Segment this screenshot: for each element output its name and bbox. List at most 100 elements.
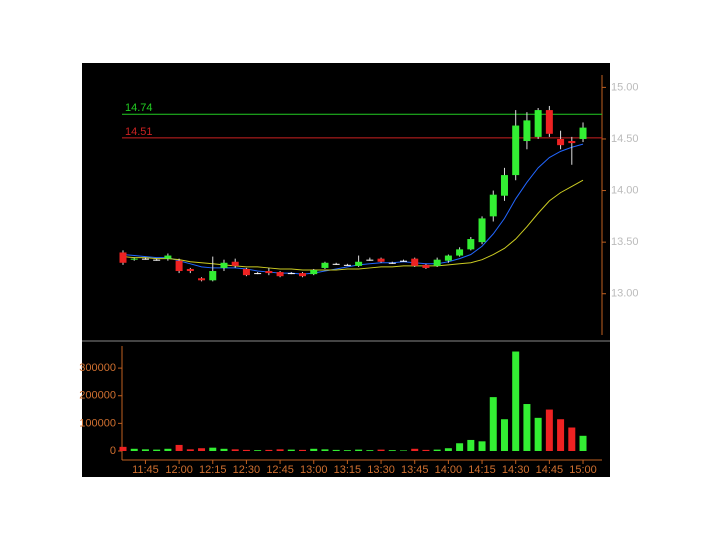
candle-body xyxy=(422,264,430,268)
x-tick-label: 13:15 xyxy=(334,464,362,476)
y-tick-label: 100000 xyxy=(79,417,116,429)
level-label: 14.51 xyxy=(125,126,153,138)
candle-body xyxy=(534,110,542,137)
volume-bar xyxy=(422,449,430,451)
candle-body xyxy=(366,259,374,261)
volume-bar xyxy=(321,449,329,451)
volume-bar xyxy=(523,404,531,451)
volume-bar xyxy=(355,449,363,451)
y-tick-label: 300000 xyxy=(79,362,116,374)
candle-body xyxy=(489,194,497,217)
x-tick-label: 12:30 xyxy=(233,464,261,476)
x-tick-label: 14:00 xyxy=(435,464,463,476)
x-tick-label: 13:45 xyxy=(401,464,429,476)
volume-bar xyxy=(343,450,351,451)
candle-body xyxy=(579,127,587,139)
y-tick-label: 14.00 xyxy=(611,184,639,196)
candle-body xyxy=(400,260,407,262)
volume-bar xyxy=(231,449,239,451)
volume-bar xyxy=(164,448,172,451)
volume-bar xyxy=(366,450,374,451)
last-price-label: 14.61 xyxy=(611,110,639,122)
volume-bar xyxy=(388,450,396,451)
candle-body xyxy=(130,258,138,260)
candle-body xyxy=(242,268,250,276)
candle-body xyxy=(186,268,194,272)
candle-body xyxy=(545,110,553,134)
candle-body xyxy=(209,271,217,281)
x-tick-label: 13:00 xyxy=(300,464,328,476)
volume-bar xyxy=(545,409,553,451)
level-label: 14.74 xyxy=(125,102,153,114)
candle-body xyxy=(343,264,351,266)
y-tick-label: 0 xyxy=(110,445,116,457)
candle-body xyxy=(478,218,486,243)
candle-body xyxy=(456,249,464,256)
y-tick-label: 15.00 xyxy=(611,81,639,93)
x-tick-label: 12:15 xyxy=(199,464,227,476)
candle-body xyxy=(355,261,363,266)
candle-body xyxy=(411,258,419,266)
volume-bar xyxy=(467,439,475,451)
volume-bar xyxy=(310,448,318,451)
volume-bar xyxy=(444,448,452,451)
volume-bar xyxy=(141,449,149,451)
x-tick-label: 12:45 xyxy=(266,464,294,476)
x-tick-label: 14:45 xyxy=(536,464,564,476)
volume-bar xyxy=(534,417,542,451)
candle-body xyxy=(568,141,576,144)
volume-bar xyxy=(478,441,486,451)
candle-body xyxy=(254,273,262,275)
candle-body xyxy=(377,258,385,262)
candle-body xyxy=(119,252,127,263)
x-tick-label: 13:30 xyxy=(367,464,395,476)
volume-bar xyxy=(489,397,497,451)
chart-background xyxy=(82,63,610,477)
volume-bar xyxy=(209,447,217,451)
candle-body xyxy=(276,272,284,277)
candle-body xyxy=(310,270,318,275)
volume-bar xyxy=(377,449,385,451)
volume-bar xyxy=(433,449,441,451)
volume-bar xyxy=(254,450,262,451)
y-tick-label: 14.50 xyxy=(611,133,639,145)
candle-body xyxy=(433,259,441,266)
volume-bar xyxy=(186,449,194,451)
volume-bar xyxy=(242,449,250,451)
candle-body xyxy=(321,262,329,268)
candle-body xyxy=(512,125,520,176)
y-tick-label: 200000 xyxy=(79,390,116,402)
volume-bar xyxy=(568,427,576,451)
volume-bar xyxy=(512,351,520,451)
x-tick-label: 14:30 xyxy=(502,464,530,476)
volume-bar xyxy=(500,419,508,451)
volume-bar xyxy=(557,419,565,451)
volume-bar xyxy=(287,449,295,451)
candle-body xyxy=(500,175,508,196)
volume-bar xyxy=(153,449,161,451)
volume-bar xyxy=(220,448,228,451)
candle-body xyxy=(141,258,149,260)
volume-bar xyxy=(276,449,284,451)
candle-body xyxy=(557,138,565,146)
volume-bar xyxy=(299,449,307,451)
candle-body xyxy=(198,278,206,281)
x-tick-label: 12:00 xyxy=(165,464,193,476)
candle-body xyxy=(164,255,172,259)
volume-bar xyxy=(456,443,464,451)
candle-body xyxy=(388,262,396,264)
volume-bar xyxy=(119,446,127,451)
volume-bar xyxy=(400,450,407,451)
candle-body xyxy=(444,255,452,261)
volume-bar xyxy=(130,448,138,451)
x-tick-label: 14:15 xyxy=(468,464,496,476)
moving-average xyxy=(122,179,584,271)
x-tick-label: 11:45 xyxy=(132,464,159,476)
volume-bar xyxy=(579,435,587,451)
y-tick-label: 13.00 xyxy=(611,288,639,300)
candle-body xyxy=(265,271,273,274)
y-tick-label: 13.50 xyxy=(611,236,639,248)
candle-body xyxy=(153,259,161,261)
